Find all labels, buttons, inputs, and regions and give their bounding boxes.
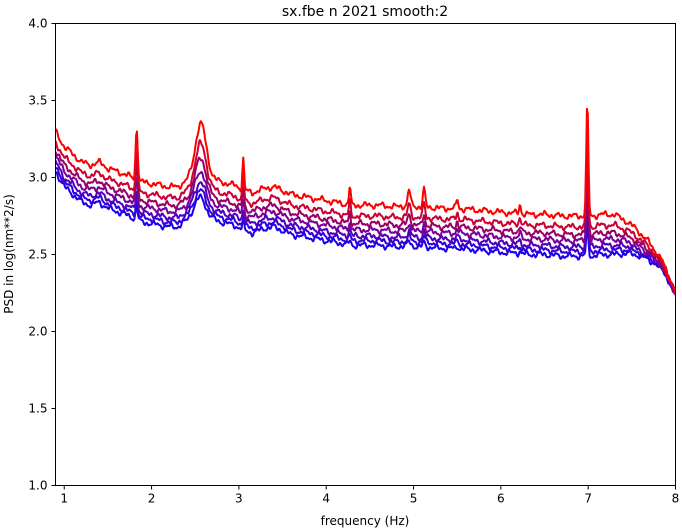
x-tick-label: 5 [410, 492, 418, 506]
y-axis: 1.0 1.5 2.0 2.5 3.0 3.5 4.0 [28, 17, 56, 493]
x-tick-label: 3 [235, 492, 243, 506]
series-layer [55, 107, 676, 296]
x-tick-label: 1 [60, 492, 68, 506]
y-tick-label: 3.5 [28, 94, 47, 108]
y-axis-label: PSD in log(nm**2/s) [2, 194, 16, 314]
y-tick-label: 1.0 [28, 479, 47, 493]
psd-series-line [55, 107, 676, 295]
x-axis-label: frequency (Hz) [321, 514, 410, 528]
y-tick-label: 2.5 [28, 248, 47, 262]
x-tick-label: 4 [322, 492, 330, 506]
x-tick-label: 7 [584, 492, 592, 506]
psd-series-line [55, 159, 676, 294]
psd-series-line [55, 171, 676, 294]
chart-title: sx.fbe n 2021 smooth:2 [282, 4, 448, 20]
y-tick-label: 4.0 [28, 17, 47, 31]
y-tick-label: 3.0 [28, 171, 47, 185]
x-tick-label: 8 [672, 492, 680, 506]
x-tick-label: 6 [497, 492, 505, 506]
x-axis: 1 2 3 4 5 6 7 8 [60, 485, 680, 506]
psd-series-line [55, 151, 676, 294]
y-tick-label: 2.0 [28, 325, 47, 339]
psd-series-line [55, 139, 676, 292]
x-tick-label: 2 [148, 492, 156, 506]
psd-series-line [55, 155, 676, 296]
y-tick-label: 1.5 [28, 402, 47, 416]
